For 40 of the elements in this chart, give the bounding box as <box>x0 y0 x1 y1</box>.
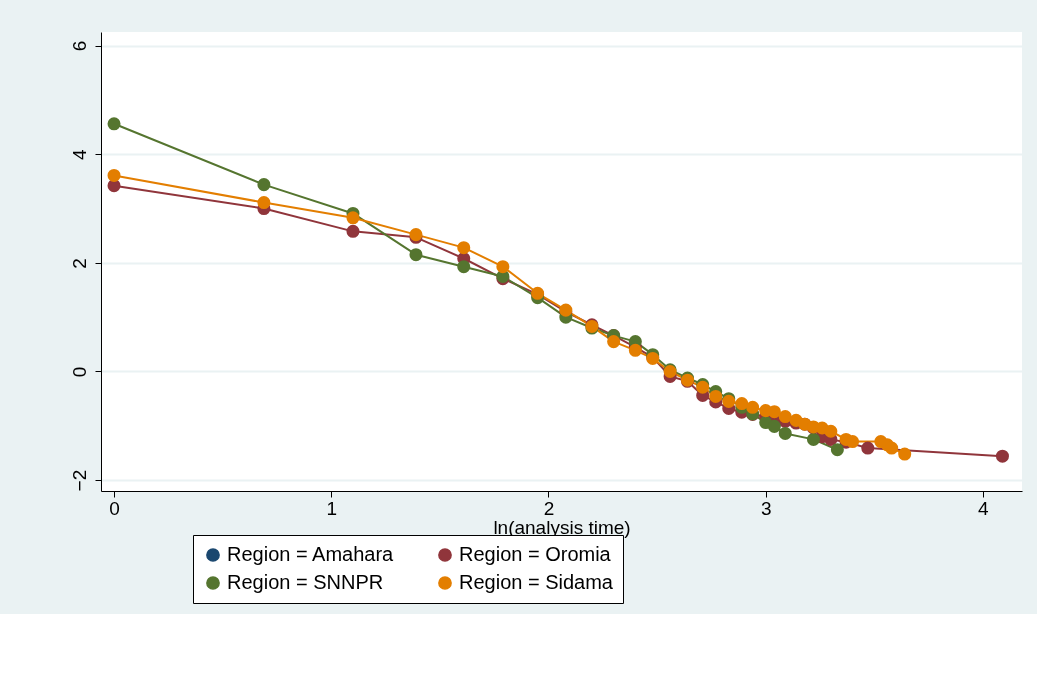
point <box>767 419 781 433</box>
x-tick-label: 4 <box>978 497 990 519</box>
x-tick-label: 3 <box>760 497 772 519</box>
x-tick-label: 2 <box>543 497 555 519</box>
point <box>107 117 121 131</box>
y-tick-label: −2 <box>68 469 90 492</box>
point <box>257 196 271 210</box>
point <box>824 424 838 438</box>
legend-label: Region = Amahara <box>227 543 395 565</box>
point <box>846 435 860 449</box>
point <box>346 211 360 225</box>
point <box>607 335 621 349</box>
point <box>830 443 844 457</box>
x-tick-label: 0 <box>109 497 120 519</box>
point <box>107 168 121 182</box>
point <box>778 410 792 424</box>
legend-label: Region = Sidama <box>459 571 614 593</box>
point <box>767 405 781 419</box>
point <box>409 248 423 262</box>
point <box>778 426 792 440</box>
legend-label: Region = Oromia <box>459 543 612 565</box>
point <box>861 441 875 455</box>
point <box>496 260 510 274</box>
point <box>709 389 723 403</box>
y-tick-label: 0 <box>68 366 90 378</box>
point <box>257 178 271 192</box>
point <box>457 260 471 274</box>
point <box>885 441 899 455</box>
x-tick-label: 1 <box>326 497 338 519</box>
y-tick-label: 2 <box>68 258 90 269</box>
point <box>898 447 912 461</box>
point <box>806 432 820 446</box>
point <box>995 449 1009 463</box>
y-tick-label: 6 <box>68 40 90 52</box>
y-tick-label: 4 <box>68 149 90 161</box>
x-axis-title: ln(analysis time) <box>493 516 631 538</box>
point <box>457 241 471 255</box>
point <box>746 400 760 414</box>
point <box>346 224 360 238</box>
legend-label: Region = SNNPR <box>227 571 384 593</box>
